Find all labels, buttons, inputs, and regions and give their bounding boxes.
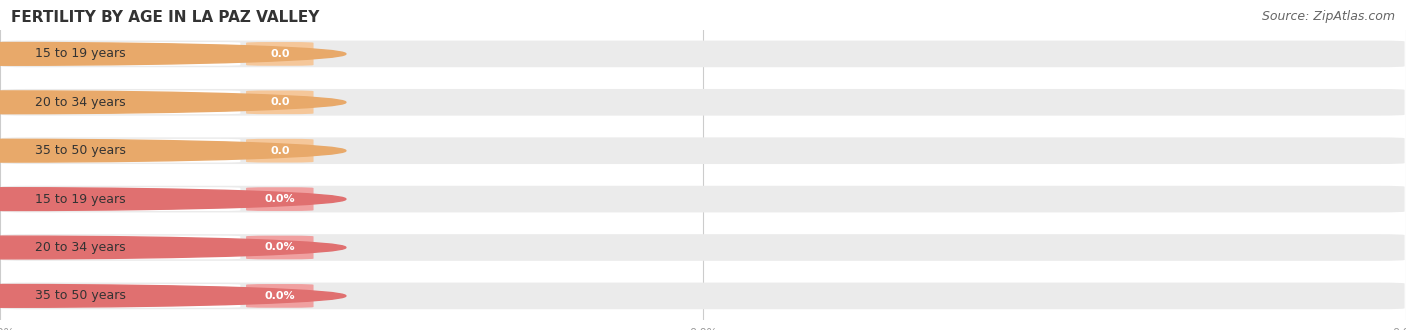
FancyBboxPatch shape: [4, 90, 240, 114]
FancyBboxPatch shape: [4, 284, 240, 308]
Text: 0.0: 0.0: [270, 97, 290, 107]
Text: 35 to 50 years: 35 to 50 years: [35, 289, 127, 302]
FancyBboxPatch shape: [4, 42, 240, 66]
FancyBboxPatch shape: [246, 236, 314, 259]
Text: 0.0: 0.0: [270, 49, 290, 59]
FancyBboxPatch shape: [1, 186, 1405, 213]
Text: Source: ZipAtlas.com: Source: ZipAtlas.com: [1261, 10, 1395, 23]
Text: 0.0%: 0.0%: [264, 194, 295, 204]
FancyBboxPatch shape: [4, 187, 240, 211]
Text: 0.0: 0.0: [270, 146, 290, 156]
Text: 20 to 34 years: 20 to 34 years: [35, 241, 125, 254]
FancyBboxPatch shape: [1, 282, 1405, 309]
FancyBboxPatch shape: [246, 139, 314, 163]
Text: 35 to 50 years: 35 to 50 years: [35, 144, 127, 157]
FancyBboxPatch shape: [246, 284, 314, 308]
Text: FERTILITY BY AGE IN LA PAZ VALLEY: FERTILITY BY AGE IN LA PAZ VALLEY: [11, 10, 319, 25]
FancyBboxPatch shape: [1, 89, 1405, 116]
Text: 0.0%: 0.0%: [264, 243, 295, 252]
Circle shape: [0, 236, 346, 259]
FancyBboxPatch shape: [1, 137, 1405, 164]
Circle shape: [0, 188, 346, 211]
FancyBboxPatch shape: [4, 139, 240, 163]
FancyBboxPatch shape: [246, 42, 314, 66]
FancyBboxPatch shape: [1, 41, 1405, 67]
FancyBboxPatch shape: [1, 234, 1405, 261]
Circle shape: [0, 284, 346, 307]
Circle shape: [0, 91, 346, 114]
FancyBboxPatch shape: [246, 90, 314, 114]
Text: 20 to 34 years: 20 to 34 years: [35, 96, 125, 109]
Circle shape: [0, 43, 346, 65]
Text: 0.0%: 0.0%: [264, 291, 295, 301]
Text: 15 to 19 years: 15 to 19 years: [35, 48, 125, 60]
FancyBboxPatch shape: [4, 236, 240, 259]
FancyBboxPatch shape: [246, 187, 314, 211]
Text: 15 to 19 years: 15 to 19 years: [35, 193, 125, 206]
Circle shape: [0, 139, 346, 162]
